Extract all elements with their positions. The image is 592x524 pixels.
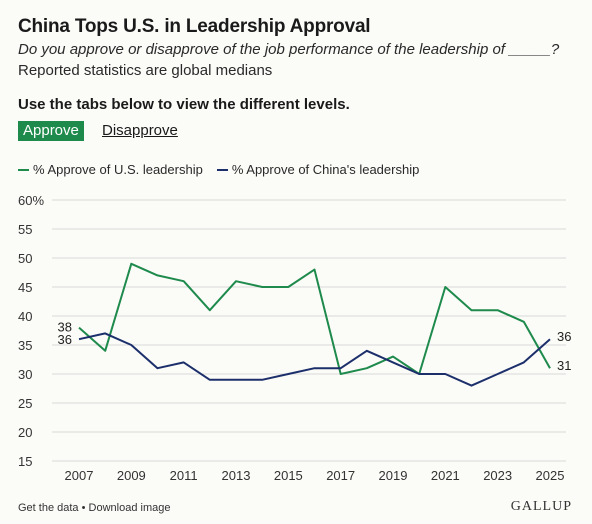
x-tick-label-2015: 2015 <box>274 468 303 483</box>
y-tick-label-45: 45 <box>18 280 32 295</box>
download-image-link[interactable]: Download image <box>88 502 171 514</box>
series-line-china <box>78 332 551 387</box>
series-line-us <box>78 262 551 375</box>
x-tick-label-2025: 2025 <box>536 468 565 483</box>
y-tick-label-50: 50 <box>18 251 32 266</box>
y-tick-label-15: 15 <box>18 454 32 469</box>
tab-disapprove[interactable]: Disapprove <box>102 122 178 139</box>
x-tick-label-2007: 2007 <box>65 468 94 483</box>
y-tick-label-40: 40 <box>18 309 32 324</box>
x-tick-label-2019: 2019 <box>379 468 408 483</box>
y-tick-label-20: 20 <box>18 425 32 440</box>
chart-title: China Tops U.S. in Leadership Approval <box>18 16 371 37</box>
get-data-link[interactable]: Get the data <box>18 502 79 514</box>
gallup-logo: GALLUP <box>510 499 572 514</box>
data-label-china-end: 36 <box>557 329 571 344</box>
y-tick-label-30: 30 <box>18 367 32 382</box>
chart-subtitle: Do you approve or disapprove of the job … <box>18 41 560 58</box>
y-tick-label-60: 60% <box>18 193 44 208</box>
x-tick-label-2009: 2009 <box>117 468 146 483</box>
legend-item-us[interactable]: % Approve of U.S. leadership <box>18 162 203 177</box>
chart-legend: % Approve of U.S. leadership % Approve o… <box>18 162 419 177</box>
y-tick-label-25: 25 <box>18 396 32 411</box>
x-tick-label-2011: 2011 <box>170 468 198 483</box>
legend-label-us: % Approve of U.S. leadership <box>33 162 203 177</box>
tabs-instruction: Use the tabs below to view the different… <box>18 96 350 113</box>
tab-approve[interactable]: Approve <box>18 121 84 141</box>
legend-item-china[interactable]: % Approve of China's leadership <box>216 162 420 177</box>
legend-swatch-china <box>216 168 228 171</box>
data-label-us-end: 31 <box>557 358 571 373</box>
chart-note: Reported statistics are global medians <box>18 62 273 79</box>
data-label-china-start: 36 <box>58 332 72 347</box>
x-tick-label-2023: 2023 <box>483 468 512 483</box>
y-tick-label-35: 35 <box>18 338 32 353</box>
legend-label-china: % Approve of China's leadership <box>231 162 420 177</box>
footer-separator: • <box>81 502 86 514</box>
legend-swatch-us <box>18 168 29 171</box>
x-tick-label-2017: 2017 <box>326 468 355 483</box>
y-tick-label-55: 55 <box>18 222 32 237</box>
data-label-us-start: 38 <box>58 320 72 335</box>
x-tick-label-2013: 2013 <box>222 468 251 483</box>
chart-footer: Get the data • Download image <box>18 502 170 514</box>
x-tick-label-2021: 2021 <box>431 468 460 483</box>
